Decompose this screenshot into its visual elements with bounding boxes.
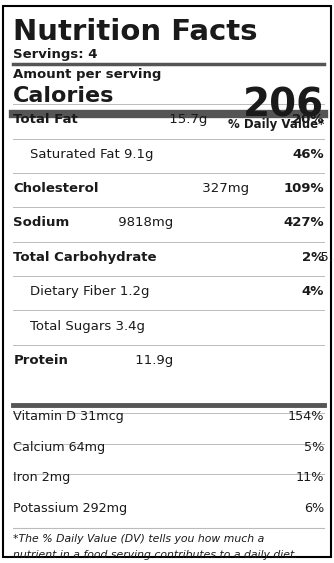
Text: Amount per serving: Amount per serving — [13, 68, 162, 81]
Text: 15.7g: 15.7g — [165, 114, 207, 127]
Text: Nutrition Facts: Nutrition Facts — [13, 18, 258, 46]
Text: Calcium 64mg: Calcium 64mg — [13, 441, 106, 454]
Text: 2%: 2% — [302, 251, 324, 264]
Text: nutrient in a food serving contributes to a daily diet.: nutrient in a food serving contributes t… — [13, 550, 298, 560]
Text: 327mg: 327mg — [198, 182, 249, 195]
Text: Servings: 4: Servings: 4 — [13, 48, 98, 61]
Text: 109%: 109% — [283, 182, 324, 195]
Text: Vitamin D 31mcg: Vitamin D 31mcg — [13, 410, 124, 423]
Text: Protein: Protein — [13, 354, 68, 367]
Text: 206: 206 — [243, 86, 324, 124]
Text: 9818mg: 9818mg — [114, 217, 173, 230]
Text: Total Fat: Total Fat — [13, 114, 78, 127]
Text: Potassium 292mg: Potassium 292mg — [13, 502, 128, 515]
Text: Iron 2mg: Iron 2mg — [13, 471, 70, 484]
Text: Calories: Calories — [13, 86, 115, 106]
Text: 11%: 11% — [296, 471, 324, 484]
Text: 427%: 427% — [283, 217, 324, 230]
Text: Total Sugars 3.4g: Total Sugars 3.4g — [30, 320, 145, 333]
Text: 5.3g: 5.3g — [316, 251, 334, 264]
Text: Sodium: Sodium — [13, 217, 69, 230]
Text: 6%: 6% — [304, 502, 324, 515]
Text: 11.9g: 11.9g — [131, 354, 173, 367]
Text: 4%: 4% — [302, 285, 324, 298]
Text: Total Carbohydrate: Total Carbohydrate — [13, 251, 157, 264]
Text: Dietary Fiber 1.2g: Dietary Fiber 1.2g — [30, 285, 150, 298]
Text: 5%: 5% — [304, 441, 324, 454]
Text: 46%: 46% — [292, 148, 324, 161]
Text: Cholesterol: Cholesterol — [13, 182, 99, 195]
Text: 20%: 20% — [293, 114, 324, 127]
Text: *The % Daily Value (DV) tells you how much a: *The % Daily Value (DV) tells you how mu… — [13, 534, 265, 544]
Text: 154%: 154% — [288, 410, 324, 423]
Text: Saturated Fat 9.1g: Saturated Fat 9.1g — [30, 148, 154, 161]
Text: % Daily Value*: % Daily Value* — [227, 118, 324, 131]
